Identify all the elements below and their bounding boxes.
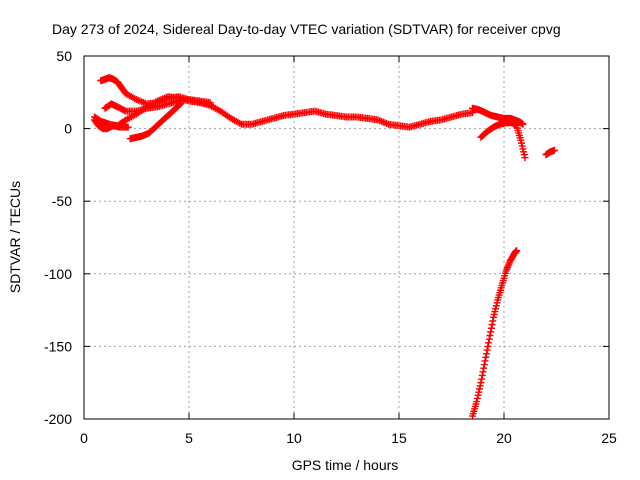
chart-title: Day 273 of 2024, Sidereal Day-to-day VTE…: [52, 21, 561, 37]
y-tick-label: 50: [56, 48, 72, 64]
plot-frame: [83, 55, 610, 420]
x-tick-label: 5: [185, 430, 193, 446]
data-point: [177, 100, 185, 108]
data-point: [124, 123, 132, 131]
y-tick-label: -200: [44, 411, 72, 427]
x-tick-label: 0: [80, 430, 88, 446]
series-late-lower-segment: [477, 119, 529, 162]
series-main-trace: [91, 93, 476, 131]
series-steep-drop: [469, 247, 521, 420]
y-tick-labels: -200 -150 -100 -50 0 50: [44, 48, 72, 427]
data-points: [91, 74, 558, 420]
y-tick-label: -100: [44, 266, 72, 282]
x-tick-labels: 0 5 10 15 20 25: [80, 430, 617, 446]
data-point: [519, 120, 527, 128]
axis-ticks: [83, 55, 610, 420]
data-point: [176, 101, 184, 109]
x-tick-label: 15: [391, 430, 407, 446]
series-lower-arc: [101, 96, 214, 115]
series-left-scatter: [91, 116, 132, 133]
y-tick-label: -50: [52, 193, 72, 209]
series-rising-arc: [126, 100, 185, 143]
data-point: [521, 154, 529, 162]
x-tick-label: 25: [601, 430, 617, 446]
series-tail: [542, 146, 558, 159]
y-tick-label: 0: [64, 121, 72, 137]
data-point: [550, 146, 558, 154]
x-tick-label: 20: [496, 430, 512, 446]
y-axis-label: SDTVAR / TECUs: [7, 181, 23, 293]
y-tick-label: -150: [44, 338, 72, 354]
series-upper-arc: [97, 74, 214, 108]
grid-lines: [84, 56, 609, 419]
data-point: [206, 100, 214, 108]
data-point: [513, 247, 521, 255]
data-point: [121, 106, 129, 114]
x-axis-label: GPS time / hours: [292, 457, 399, 473]
x-tick-label: 10: [286, 430, 302, 446]
